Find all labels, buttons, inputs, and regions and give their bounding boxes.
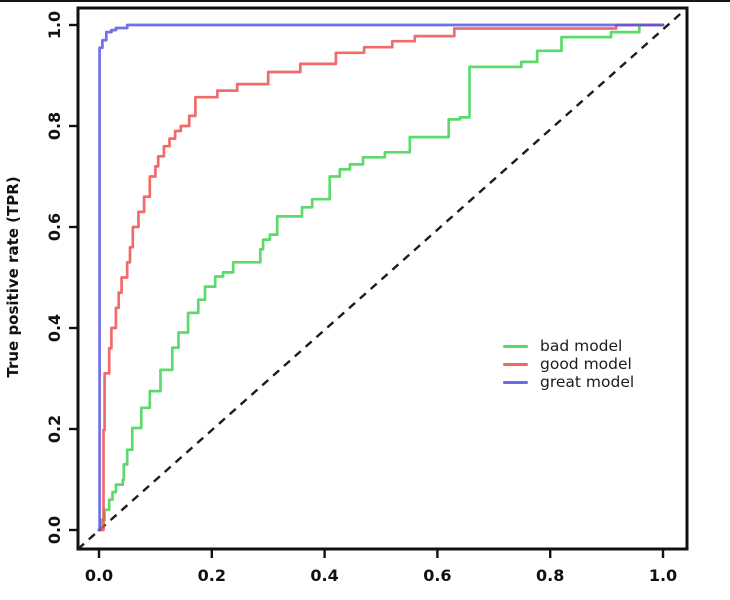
- legend-label-great-model: great model: [540, 373, 635, 391]
- y-tick-label: 0.4: [45, 314, 64, 342]
- image-top-border: [0, 0, 730, 2]
- legend-label-bad-model: bad model: [540, 337, 623, 355]
- x-tick-label: 1.0: [649, 566, 677, 585]
- roc-curve-great-model: [97, 23, 665, 532]
- legend-line-swatch-great-model: [503, 380, 528, 384]
- legend: bad model good model great model: [503, 337, 634, 391]
- x-tick-label: 0.2: [198, 566, 226, 585]
- legend-row-good-model: good model: [503, 355, 634, 373]
- y-tick-label: 0.0: [45, 516, 64, 544]
- legend-row-great-model: great model: [503, 373, 634, 391]
- y-tick-label: 0.2: [45, 415, 64, 443]
- legend-line-swatch-good-model: [503, 362, 528, 366]
- x-tick-label: 0.8: [536, 566, 564, 585]
- roc-curve-bad-model: [97, 23, 665, 532]
- plot-box: [76, 6, 689, 551]
- y-axis-title: True positive rate (TPR): [4, 176, 22, 377]
- legend-line-swatch-bad-model: [503, 344, 528, 348]
- y-tick-label: 0.6: [45, 213, 64, 241]
- legend-label-good-model: good model: [540, 355, 632, 373]
- legend-row-bad-model: bad model: [503, 337, 634, 355]
- y-tick-label: 0.8: [45, 112, 64, 140]
- x-tick-label: 0.0: [85, 566, 113, 585]
- x-tick-label: 0.6: [423, 566, 451, 585]
- diagonal-reference-line: [77, 7, 688, 550]
- x-tick-label: 0.4: [310, 566, 338, 585]
- y-tick-label: 1.0: [45, 11, 64, 39]
- roc-curve-good-model: [97, 23, 665, 532]
